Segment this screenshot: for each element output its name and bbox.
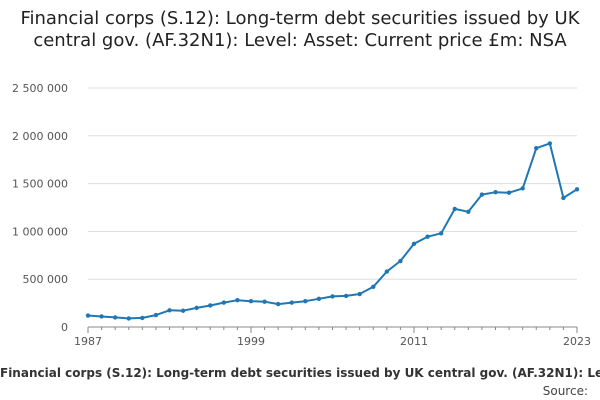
data-point [221,300,227,305]
data-point [466,209,471,215]
x-axis: 1987 1999 2011 2023 [74,326,591,348]
chart-title: Financial corps (S.12): Long-term debt s… [20,8,580,51]
data-point [330,294,335,299]
data-point [493,190,498,195]
data-point [126,316,131,321]
y-tick-label: 2 000 000 [12,130,68,143]
data-point [438,231,444,236]
data-point [574,187,580,192]
data-point [208,303,213,308]
data-point [85,313,91,318]
data-point [357,291,362,297]
data-point [561,195,566,201]
data-point [534,146,539,151]
source-label: Source: [542,384,588,398]
data-point [316,296,322,301]
data-point [99,314,104,319]
data-point [343,293,349,299]
series-name-footer: Financial corps (S.12): Long-term debt s… [0,366,600,380]
data-point [167,308,172,313]
data-point [384,269,390,274]
x-tick-label: 2011 [400,335,428,348]
series-layer [85,141,580,321]
data-point [289,300,294,305]
y-tick-label: 2 500 000 [12,82,68,95]
data-point [275,301,281,307]
y-tick-label: 1 000 000 [12,225,68,238]
data-point [371,284,376,290]
x-tick-label: 1999 [237,335,265,348]
y-tick-label: 0 [61,321,68,334]
y-tick-label: 500 000 [23,273,69,286]
data-point [479,192,485,197]
data-point [303,298,308,304]
data-point [398,258,403,264]
data-point [425,234,430,239]
data-point [180,308,186,313]
y-axis-tick-labels: 0 500 000 1 000 000 1 500 000 2 000 000 2 500… [12,82,68,334]
data-point [153,312,159,318]
data-point [112,315,118,320]
data-point [248,298,254,304]
y-tick-label: 1 500 000 [12,178,68,191]
x-tick-label: 2023 [563,335,591,348]
data-point [140,315,145,321]
data-point [506,190,512,195]
data-point [452,206,457,212]
data-point [411,241,417,247]
data-point [194,305,199,311]
data-point [235,298,240,303]
data-point [547,141,553,146]
data-point [262,299,267,304]
data-point [520,186,525,191]
gridlines [88,87,577,328]
x-tick-label: 1987 [74,335,102,348]
